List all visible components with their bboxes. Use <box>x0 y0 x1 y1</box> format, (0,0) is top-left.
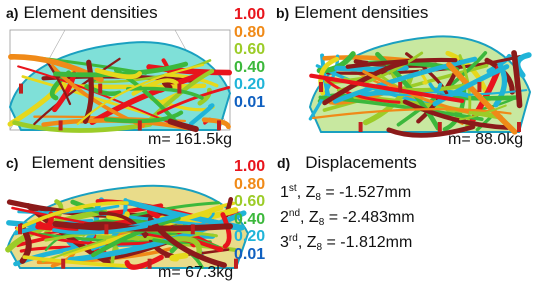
panel-heading: b) Element densities <box>276 3 428 23</box>
displacement-row: 1st, Z8 = -1.527mm <box>280 180 415 205</box>
ordinal-suffix: rd <box>289 233 298 244</box>
legend-entry: 0.80 <box>234 176 265 194</box>
support <box>138 120 142 130</box>
panel-title: Element densities <box>31 153 165 172</box>
mass: m= 67.3kg <box>158 264 233 282</box>
support <box>359 122 363 132</box>
member <box>172 255 185 258</box>
panel-heading: d) Displacements <box>277 153 417 173</box>
legend-entry: 1.00 <box>234 158 265 176</box>
panel-label: d) <box>277 155 290 171</box>
legend-entry: 0.40 <box>234 211 265 229</box>
ordinal: 1 <box>280 184 289 201</box>
variable: , Z <box>298 234 317 251</box>
panel-label: c) <box>6 155 18 171</box>
displacement-row: 2nd, Z8 = -2.483mm <box>280 205 415 230</box>
support <box>398 82 402 92</box>
value: = -1.812mm <box>322 234 412 251</box>
support <box>477 82 481 92</box>
variable: , Z <box>300 209 319 226</box>
mass: m= 88.0kg <box>448 131 523 149</box>
panel-label: a) <box>6 5 18 21</box>
legend-entry: 0.20 <box>234 228 265 246</box>
panel-title: Element densities <box>23 3 157 22</box>
panel-heading: c) Element densities <box>6 153 166 173</box>
support <box>104 224 108 234</box>
support <box>438 122 442 132</box>
ordinal-suffix: st <box>289 183 297 194</box>
support <box>59 120 63 130</box>
legend-entry: 0.80 <box>234 24 265 42</box>
support <box>61 259 65 269</box>
legend-entry: 0.01 <box>234 94 265 112</box>
legend-entry: 0.20 <box>234 76 265 94</box>
support <box>19 84 23 94</box>
support <box>191 224 195 234</box>
ordinal: 3 <box>280 234 289 251</box>
panel-heading: a) Element densities <box>6 3 158 23</box>
ordinal-suffix: nd <box>289 208 300 219</box>
value: = -2.483mm <box>324 209 414 226</box>
legend-entry: 0.40 <box>234 59 265 77</box>
support <box>177 84 181 94</box>
ordinal: 2 <box>280 209 289 226</box>
legend-entry: 1.00 <box>234 6 265 24</box>
panel-label: b) <box>276 5 289 21</box>
legend-entry: 0.60 <box>234 41 265 59</box>
panel-title: Displacements <box>305 153 417 172</box>
support <box>98 84 102 94</box>
displacement-row: 3rd, Z8 = -1.812mm <box>280 230 415 255</box>
support <box>319 82 323 92</box>
support <box>18 224 22 234</box>
figure: a) Element densities m= 161.5kg b) Element… <box>0 0 536 284</box>
support <box>148 259 152 269</box>
support <box>217 120 221 130</box>
mass: m= 161.5kg <box>148 131 232 149</box>
member <box>518 55 529 75</box>
legend-entry: 0.60 <box>234 193 265 211</box>
value: = -1.527mm <box>321 184 411 201</box>
legend-entry: 0.01 <box>234 246 265 264</box>
panel-title: Element densities <box>294 3 428 22</box>
variable: , Z <box>297 184 316 201</box>
